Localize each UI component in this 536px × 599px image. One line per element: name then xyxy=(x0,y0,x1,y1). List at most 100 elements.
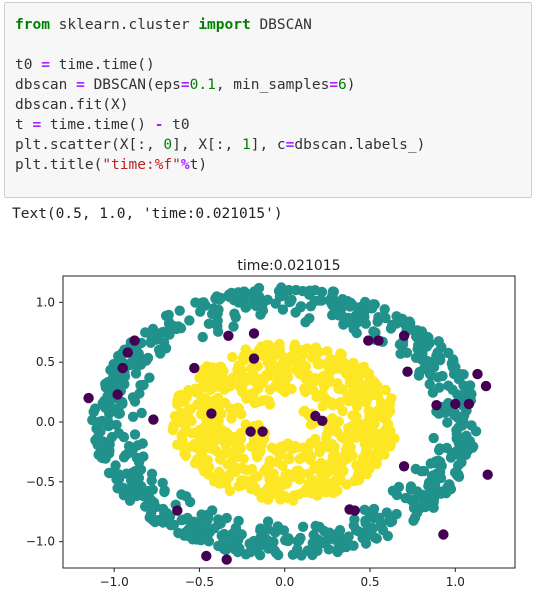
scatter-point xyxy=(161,508,173,519)
scatter-point xyxy=(417,348,428,359)
scatter-point xyxy=(122,347,133,358)
scatter-point xyxy=(255,309,266,320)
scatter-point xyxy=(213,540,224,552)
scatter-point xyxy=(198,297,209,308)
scatter-point xyxy=(199,399,210,410)
scatter-point xyxy=(348,540,359,551)
scatter-point xyxy=(321,430,332,441)
scatter-point xyxy=(304,285,315,296)
scatter-point xyxy=(246,543,257,554)
scatter-point xyxy=(353,377,365,388)
scatter-point xyxy=(344,377,356,389)
scatter-point xyxy=(286,383,297,395)
scatter-point xyxy=(283,452,294,464)
scatter-point xyxy=(442,417,453,428)
scatter-point xyxy=(369,437,380,449)
scatter-point xyxy=(303,441,314,452)
scatter-point xyxy=(258,434,270,445)
scatter-point xyxy=(350,396,362,407)
scatter-point xyxy=(391,317,402,329)
scatter-point xyxy=(134,388,145,399)
scatter-point xyxy=(163,309,174,321)
scatter-point xyxy=(359,296,371,308)
code-token: t) xyxy=(189,157,208,173)
scatter-point xyxy=(215,518,226,529)
scatter-point xyxy=(368,512,380,524)
scatter-point xyxy=(248,328,260,339)
scatter-point xyxy=(305,419,317,430)
scatter-point xyxy=(348,323,359,335)
scatter-point xyxy=(442,482,453,493)
scatter-point xyxy=(432,347,443,358)
scatter-point xyxy=(322,346,333,357)
code-token: import xyxy=(198,17,251,33)
scatter-point xyxy=(367,303,378,314)
scatter-point xyxy=(402,366,413,377)
scatter-point xyxy=(443,380,454,391)
scatter-point xyxy=(113,469,125,480)
scatter-point xyxy=(480,380,492,392)
scatter-point xyxy=(220,426,232,438)
scatter-point xyxy=(311,391,322,403)
scatter-point xyxy=(287,444,298,455)
scatter-point xyxy=(267,470,279,481)
scatter-point xyxy=(300,487,311,498)
code-token: ) xyxy=(346,77,356,93)
scatter-point xyxy=(235,433,247,445)
scatter-point xyxy=(271,456,283,468)
scatter-point xyxy=(107,372,119,383)
scatter-point xyxy=(137,438,148,449)
scatter-point xyxy=(95,426,106,437)
code-token: "time:%f" xyxy=(102,157,181,173)
scatter-point xyxy=(314,446,325,458)
scatter-point xyxy=(103,467,115,479)
scatter-point xyxy=(90,403,101,414)
scatter-point xyxy=(211,291,222,302)
scatter-point xyxy=(225,381,236,392)
scatter-point xyxy=(356,424,368,436)
code-block[interactable]: from sklearn.cluster import DBSCAN t0 = … xyxy=(15,15,425,175)
scatter-point xyxy=(460,382,471,393)
scatter-point xyxy=(349,514,360,525)
scatter-point xyxy=(335,539,346,551)
scatter-point xyxy=(113,428,125,439)
scatter-point xyxy=(223,539,235,550)
code-token: t xyxy=(15,117,33,133)
scatter-point xyxy=(273,381,284,393)
scatter-point xyxy=(103,420,114,432)
scatter-point xyxy=(129,429,141,440)
scatter-point xyxy=(146,468,158,479)
scatter-point xyxy=(450,398,461,410)
scatter-point xyxy=(361,468,373,480)
scatter-point xyxy=(118,490,130,501)
scatter-point xyxy=(363,446,374,458)
scatter-point xyxy=(364,410,375,421)
scatter-point xyxy=(249,397,260,409)
scatter-point xyxy=(327,451,339,462)
scatter-point xyxy=(221,554,232,565)
scatter-point xyxy=(278,525,290,536)
scatter-point xyxy=(104,380,116,391)
code-token: 0.1 xyxy=(189,77,216,93)
scatter-point xyxy=(186,428,197,439)
code-token: t0 xyxy=(15,57,42,73)
scatter-point xyxy=(441,406,453,417)
scatter-point xyxy=(359,438,371,450)
scatter-point xyxy=(337,405,348,417)
x-tick-label: −1.0 xyxy=(100,575,129,589)
scatter-point xyxy=(373,335,384,346)
output-text: Text(0.5, 1.0, 'time:0.021015') xyxy=(12,206,283,222)
scatter-point xyxy=(133,483,144,494)
scatter-point xyxy=(424,379,435,390)
scatter-point xyxy=(252,293,263,304)
scatter-point xyxy=(117,362,128,374)
scatter-point xyxy=(433,336,444,347)
scatter-point xyxy=(204,462,215,473)
scatter-point xyxy=(398,330,410,341)
scatter-point xyxy=(373,312,384,323)
scatter-point xyxy=(329,355,341,366)
scatter-point xyxy=(344,301,356,312)
code-cell[interactable]: from sklearn.cluster import DBSCAN t0 = … xyxy=(4,2,532,198)
scatter-point xyxy=(435,488,446,499)
scatter-point xyxy=(312,545,323,556)
